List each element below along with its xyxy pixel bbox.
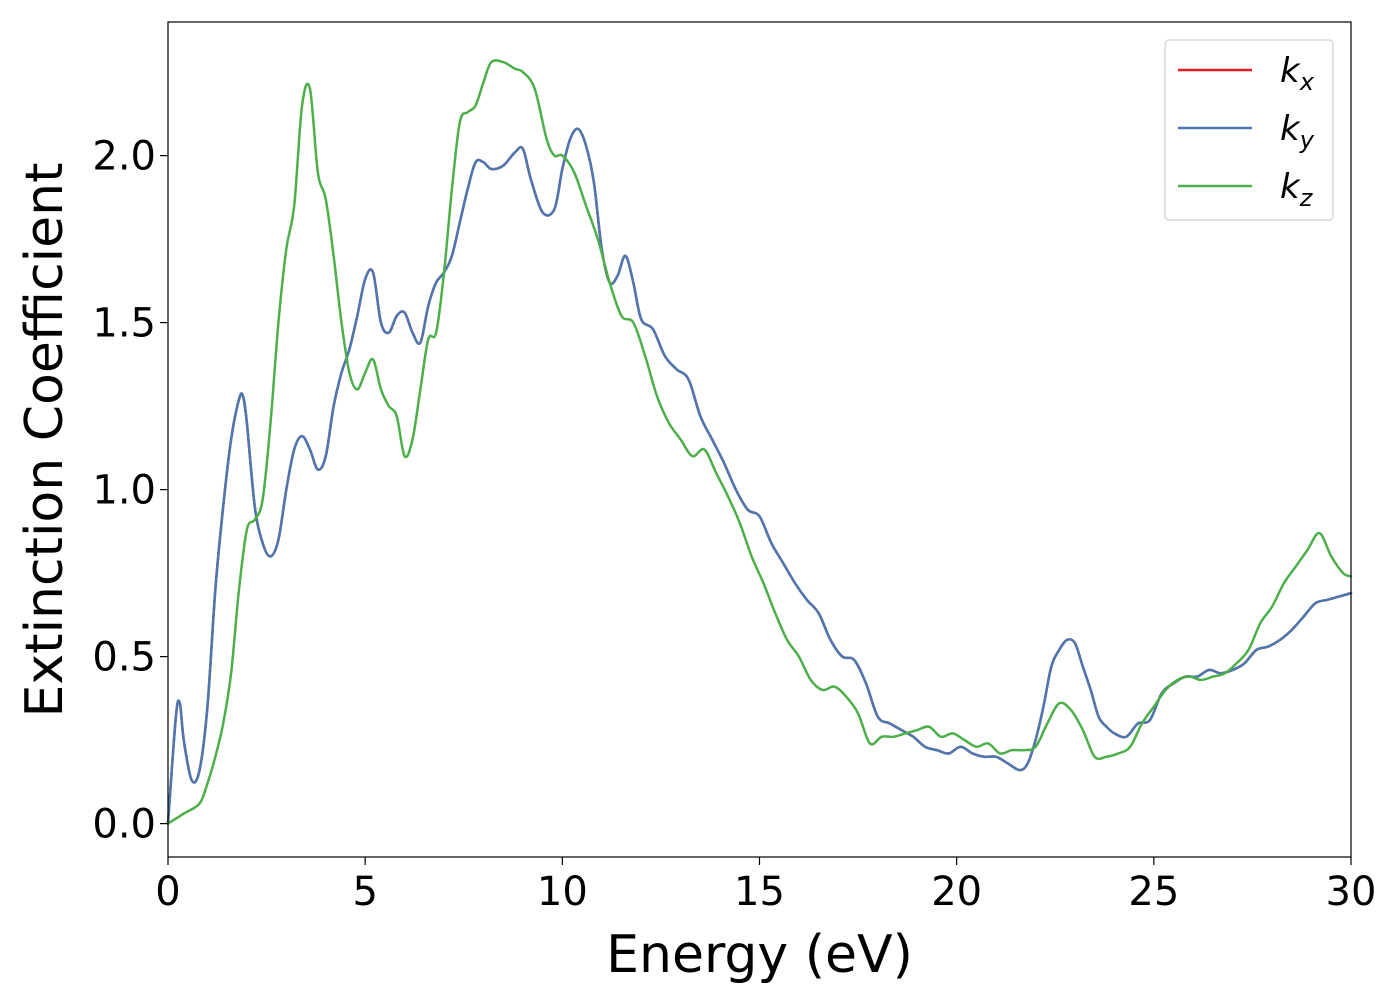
x-tick-label: 10 xyxy=(537,869,588,915)
y-tick-label: 1.5 xyxy=(92,301,156,347)
x-tick-label: 20 xyxy=(931,869,982,915)
series-layer xyxy=(166,59,1353,825)
x-tick-label: 30 xyxy=(1326,869,1377,915)
x-tick-label: 0 xyxy=(155,869,180,915)
y-tick-label: 0.0 xyxy=(92,802,156,848)
plot-area-background xyxy=(168,22,1351,857)
x-tick-label: 25 xyxy=(1128,869,1179,915)
x-tick-label: 15 xyxy=(734,869,785,915)
y-tick-label: 0.5 xyxy=(92,635,156,681)
series-line-y xyxy=(166,127,1353,825)
y-tick-label: 2.0 xyxy=(92,134,156,180)
legend: kx ky kz xyxy=(1164,39,1334,221)
y-axis: 0.0 0.5 1.0 1.5 2.0 xyxy=(92,134,168,848)
x-tick-label: 5 xyxy=(352,869,377,915)
x-axis-label: Energy (eV) xyxy=(606,925,913,985)
series-line-z xyxy=(166,59,1353,825)
legend-label-x: kx xyxy=(1280,51,1315,96)
x-axis: 0 5 10 15 20 25 30 xyxy=(155,857,1376,915)
legend-label-z: kz xyxy=(1280,167,1314,212)
legend-frame xyxy=(1164,39,1334,221)
y-tick-label: 1.0 xyxy=(92,468,156,514)
y-axis-label: Extinction Coefficient xyxy=(15,163,75,718)
legend-label-y: ky xyxy=(1280,109,1315,154)
